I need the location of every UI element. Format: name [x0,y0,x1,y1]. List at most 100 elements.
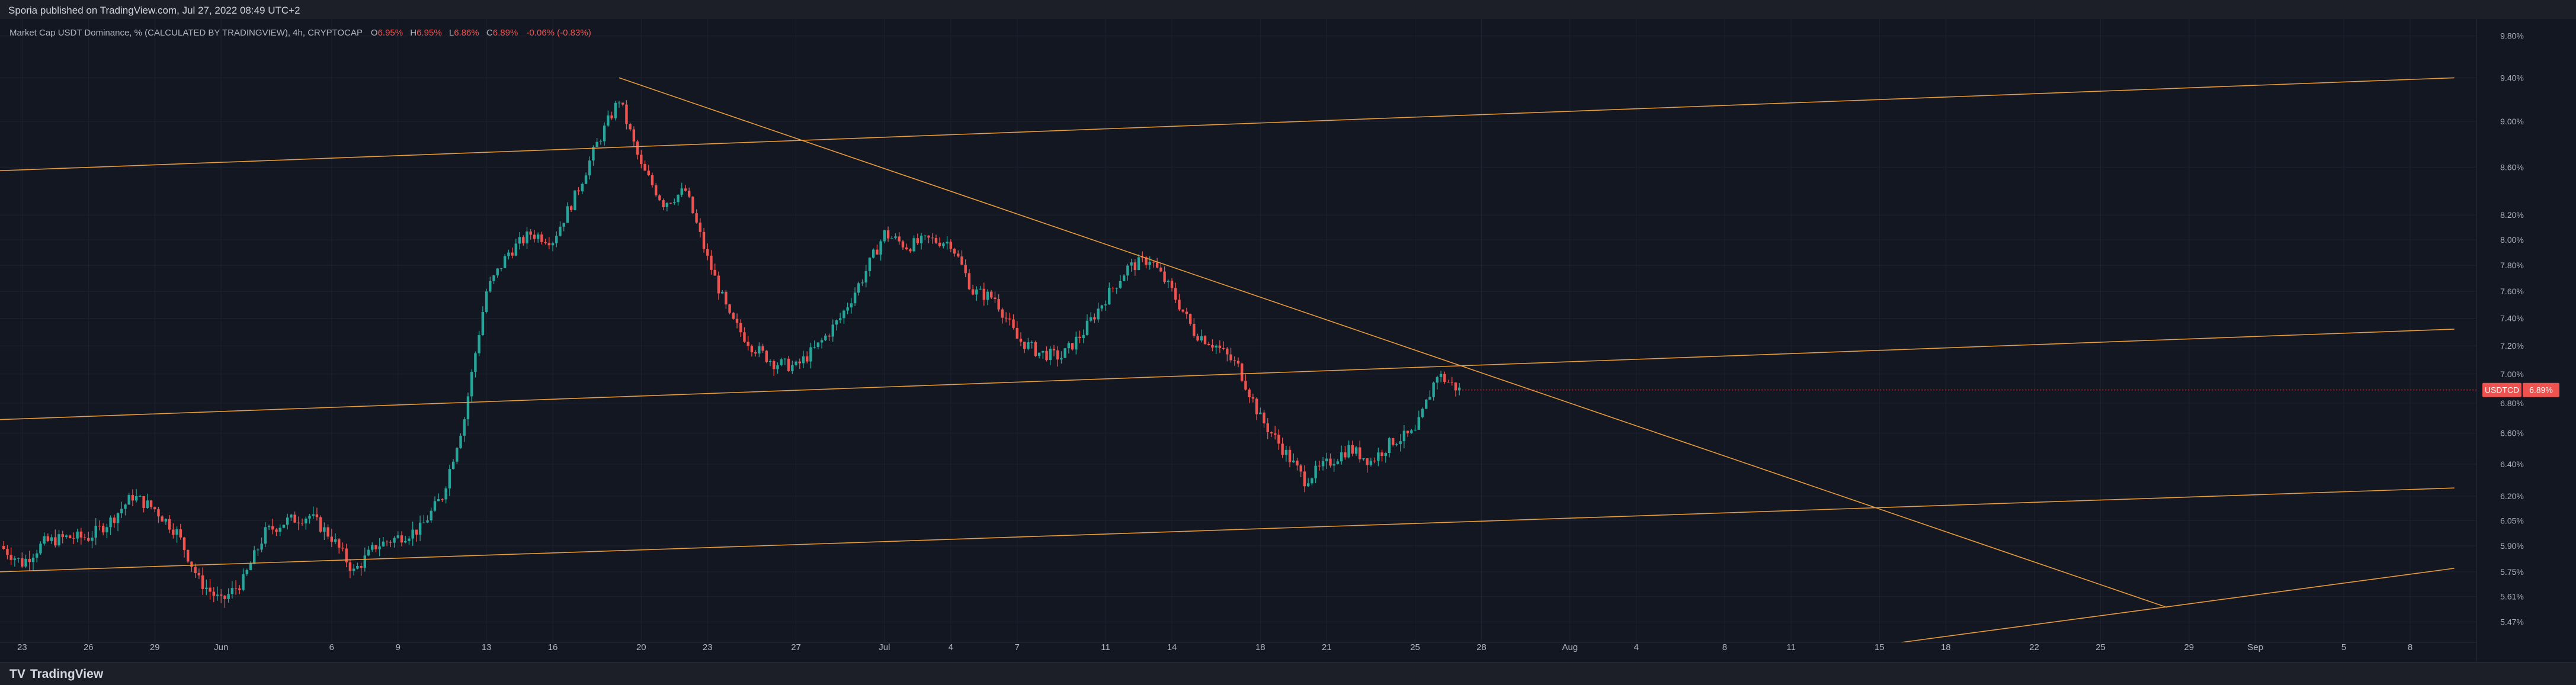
price-tag-symbol-bg [2482,382,2521,397]
candle-body [1417,417,1420,430]
candle-body [13,558,17,560]
candle-body [960,256,963,265]
x-tick-label: 7 [1015,642,1020,652]
candle-body [1421,409,1424,417]
candle-body [536,234,540,239]
candle-body [393,538,396,543]
candle-body [610,115,613,118]
candle-body [1085,320,1089,335]
candle-body [76,531,79,539]
candle-body [1188,314,1192,324]
candle-body [164,519,168,522]
trend-line[interactable] [0,487,2455,573]
candle-body [577,190,580,192]
candle-body [617,102,621,104]
candle-body [1167,281,1170,282]
chart-background [0,19,2576,662]
candle-body [982,288,986,300]
candle-body [529,231,532,235]
candle-body [765,350,768,362]
candle-body [1270,432,1273,434]
candle-body [1384,453,1388,456]
candle-body [371,545,374,550]
x-tick-label: 18 [1255,642,1265,652]
candle-body [24,558,27,567]
candle-body [105,527,108,533]
candle-body [975,289,978,295]
candle-body [990,291,993,298]
candle-body [761,346,764,351]
candle-body [901,241,905,248]
x-tick-label: 5 [2341,642,2346,652]
candle-body [905,247,908,250]
candle-body [315,514,319,517]
candle-body [809,347,812,362]
candle-body [750,346,754,352]
candle-body [794,361,797,365]
candle-body [555,236,558,243]
candle-body [713,269,716,276]
y-tick-label: 7.20% [2500,341,2524,350]
candle-body [640,155,643,164]
candle-body [872,249,875,258]
candle-body [540,234,543,242]
candle-body [120,509,123,513]
candle-body [46,536,50,541]
candle-body [61,534,64,537]
trend-line[interactable] [619,77,2167,608]
candle-body [669,202,672,204]
y-tick-label: 5.75% [2500,567,2524,577]
candle-body [499,268,503,269]
candle-body [9,555,12,560]
last-price-tag: USDTCD 6.89% [2482,382,2559,397]
candle-body [820,340,824,343]
candle-body [1432,382,1435,397]
candle-body [835,320,838,325]
candle-body [1174,288,1177,300]
candle-body [584,175,588,184]
candle-body [743,332,746,342]
candle-body [1369,461,1373,465]
price-chart[interactable]: 9.80% 9.40% 9.00% 8.60% 8.20% 8.00% 7.80% 7.60%… [0,0,2576,662]
y-tick-label: 6.40% [2500,459,2524,469]
candle-body [1218,345,1222,348]
y-tick-label: 7.40% [2500,314,2524,323]
candle-body [518,237,521,244]
candle-body [806,356,809,362]
tradingview-brand[interactable]: TV TradingView [9,667,103,681]
candle-body [257,549,259,551]
candle-body [1277,435,1280,444]
candle-body [1395,444,1398,445]
price-axis[interactable]: 9.80% 9.40% 9.00% 8.60% 8.20% 8.00% 7.80% 7.60%… [2500,31,2524,627]
candle-body [94,526,97,538]
trend-line[interactable] [0,77,2455,172]
candle-body [1299,465,1302,472]
trend-line[interactable] [0,329,2455,420]
candle-body [323,527,326,532]
candle-body [533,234,536,239]
candle-body [828,335,831,337]
candle-body [655,185,658,196]
candle-body [802,356,805,364]
candle-body [1056,350,1059,360]
candle-body [1170,281,1174,288]
x-tick-label: 6 [329,642,334,652]
candle-body [890,237,893,239]
x-tick-label: 29 [150,642,160,652]
candle-body [139,496,142,497]
candle-body [109,517,112,528]
candle-body [382,541,385,547]
candle-body [1255,398,1258,414]
candle-body [1089,317,1092,321]
candle-body [408,538,411,541]
candle-body [264,527,267,544]
candle-body [816,342,820,348]
time-axis[interactable]: 23 26 29 Jun 6 9 13 16 20 23 27 Jul 4 7 11 14 18 21 25 28 Au… [17,642,2412,652]
trend-line[interactable] [1901,568,2455,643]
candle-body [850,303,853,308]
y-tick-label: 7.00% [2500,369,2524,379]
candle-body [216,594,219,596]
candle-body [489,281,492,292]
candle-body [735,319,739,323]
x-tick-label: 25 [2096,642,2106,652]
